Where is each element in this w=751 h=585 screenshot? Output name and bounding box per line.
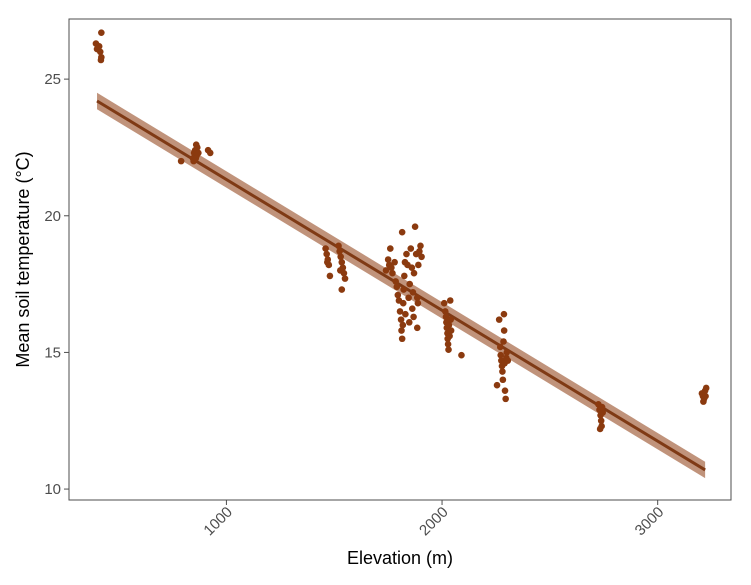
data-point (399, 299, 407, 307)
data-point (411, 223, 419, 231)
data-point (388, 264, 395, 271)
data-point (495, 316, 503, 323)
data-point (413, 324, 421, 332)
data-point (392, 278, 399, 285)
data-point (336, 248, 343, 255)
y-tick-label: 15 (44, 344, 61, 361)
data-point (500, 338, 507, 345)
data-point (98, 29, 105, 36)
data-point (504, 357, 512, 364)
y-tick-label: 10 (44, 481, 61, 498)
data-point (499, 368, 506, 375)
data-point (394, 291, 402, 299)
data-point (195, 149, 202, 157)
data-points-layer (92, 29, 710, 433)
data-point (386, 245, 394, 252)
data-point (382, 267, 390, 274)
data-point (410, 269, 418, 277)
data-point (323, 250, 330, 258)
data-point (418, 253, 425, 261)
data-point (408, 264, 416, 271)
data-point (596, 425, 604, 433)
data-point (458, 351, 465, 359)
data-point (413, 294, 421, 302)
data-point (500, 310, 508, 318)
data-point (597, 417, 605, 425)
data-point (401, 272, 408, 280)
data-point (496, 343, 504, 351)
data-point (398, 228, 406, 236)
data-point (322, 245, 329, 252)
data-point (398, 327, 405, 334)
data-point (400, 286, 407, 293)
data-point (599, 409, 606, 416)
data-point (338, 286, 346, 293)
data-point (397, 316, 405, 323)
y-tick-label: 20 (44, 208, 61, 225)
data-point (335, 242, 342, 250)
data-point (405, 294, 412, 302)
data-point (414, 299, 422, 307)
data-point (702, 392, 709, 400)
data-point (405, 319, 413, 326)
data-point (97, 56, 105, 64)
data-point (326, 272, 334, 280)
data-point (447, 327, 455, 334)
data-point (446, 297, 454, 304)
data-point (402, 310, 409, 318)
panel-border (68, 18, 732, 501)
data-point (337, 253, 345, 261)
y-axis-ticks: 10 15 20 25 (44, 71, 69, 498)
data-point (500, 327, 508, 334)
data-point (192, 155, 200, 162)
data-point (384, 256, 392, 263)
data-point (324, 258, 331, 266)
data-point (396, 308, 404, 315)
data-point (399, 321, 407, 329)
data-point (341, 275, 349, 282)
data-point (410, 313, 417, 321)
data-point (446, 332, 453, 340)
data-point (93, 45, 101, 53)
data-point (497, 351, 505, 359)
data-point (403, 250, 410, 258)
data-point (194, 144, 201, 151)
data-point (501, 387, 509, 394)
y-axis-title: Mean soil temperature (°C) (13, 151, 33, 367)
data-point (338, 258, 346, 266)
data-point (502, 395, 509, 403)
data-point (408, 305, 416, 312)
data-point (389, 269, 396, 277)
data-point (409, 288, 417, 296)
data-point (417, 242, 424, 250)
data-point (407, 245, 415, 252)
data-point (416, 248, 423, 255)
data-point (503, 349, 511, 356)
data-point (441, 308, 449, 315)
data-point (445, 321, 453, 329)
data-point (445, 346, 452, 353)
x-axis-title: Elevation (m) (347, 548, 453, 568)
data-point (444, 340, 452, 348)
data-point (206, 149, 214, 157)
data-point (415, 261, 422, 269)
data-point (702, 384, 710, 392)
data-point (598, 403, 606, 411)
data-point (177, 157, 185, 165)
data-point (398, 335, 406, 343)
data-point (336, 267, 344, 274)
data-point (406, 280, 414, 288)
data-point (499, 376, 507, 384)
data-point (393, 283, 401, 291)
data-point (447, 316, 454, 323)
data-point (391, 258, 398, 266)
y-tick-label: 25 (44, 71, 61, 88)
data-point (440, 299, 448, 307)
data-point (493, 381, 501, 389)
data-point (700, 398, 707, 405)
